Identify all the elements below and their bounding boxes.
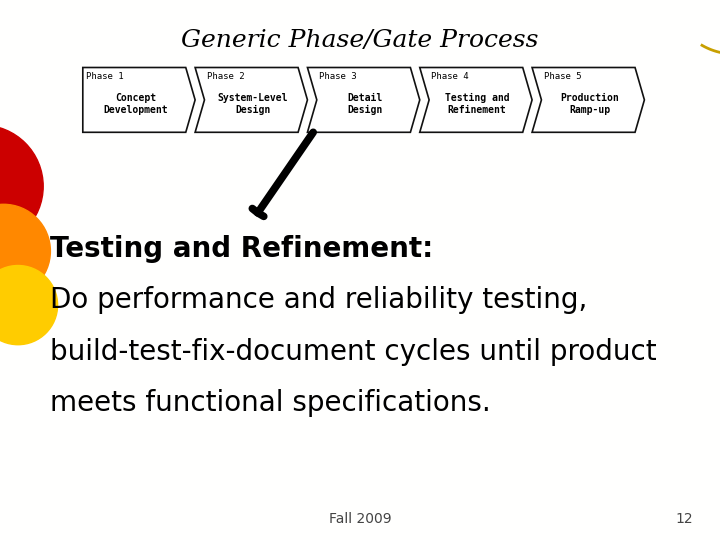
Text: Phase 1: Phase 1 [86, 72, 124, 81]
Text: Phase 5: Phase 5 [544, 72, 581, 81]
Polygon shape [532, 68, 644, 132]
Ellipse shape [0, 125, 43, 247]
Text: Fall 2009: Fall 2009 [329, 512, 391, 526]
Ellipse shape [0, 204, 50, 298]
Text: build-test-fix-document cycles until product: build-test-fix-document cycles until pro… [50, 338, 657, 366]
Text: Phase 3: Phase 3 [319, 72, 356, 81]
Polygon shape [83, 68, 195, 132]
Text: Concept
Development: Concept Development [103, 93, 168, 116]
Text: Testing and Refinement:: Testing and Refinement: [50, 235, 433, 263]
Text: Phase 4: Phase 4 [431, 72, 469, 81]
Text: System-Level
Design: System-Level Design [217, 93, 288, 116]
Text: Testing and
Refinement: Testing and Refinement [445, 93, 510, 116]
Polygon shape [195, 68, 307, 132]
Polygon shape [307, 68, 420, 132]
Text: meets functional specifications.: meets functional specifications. [50, 389, 491, 417]
Ellipse shape [0, 266, 58, 345]
Text: Do performance and reliability testing,: Do performance and reliability testing, [50, 286, 588, 314]
Text: Production
Ramp-up: Production Ramp-up [560, 93, 619, 116]
Polygon shape [420, 68, 532, 132]
Text: Phase 2: Phase 2 [207, 72, 244, 81]
Text: Generic Phase/Gate Process: Generic Phase/Gate Process [181, 29, 539, 52]
Text: 12: 12 [675, 512, 693, 526]
Text: Detail
Design: Detail Design [347, 93, 382, 116]
